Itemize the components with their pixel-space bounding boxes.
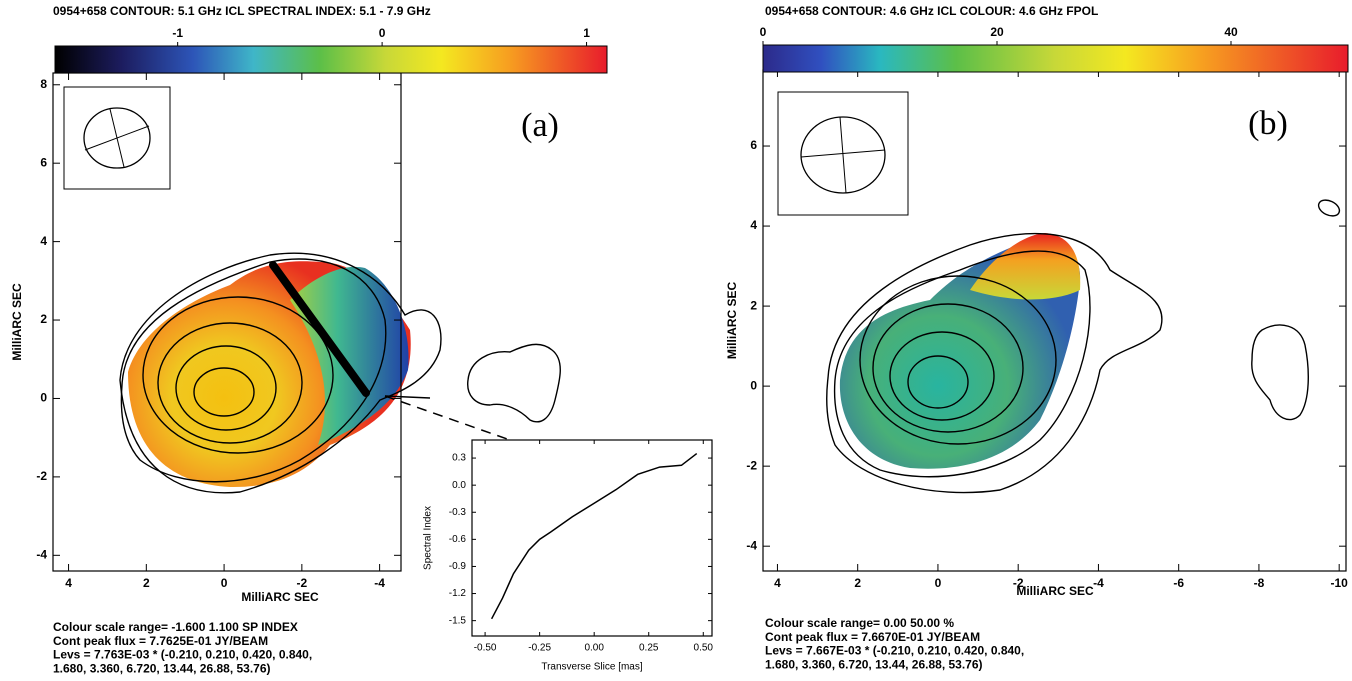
- colorbar-tick-label: 1: [583, 26, 590, 40]
- y-tick-label: -4: [36, 547, 47, 561]
- x-tick-label: -6: [1173, 576, 1184, 590]
- caption-line: Levs = 7.667E-03 * (-0.210, 0.210, 0.420…: [765, 644, 1024, 658]
- caption-line: Colour scale range= -1.600 1.100 SP INDE…: [53, 620, 298, 634]
- map-a: [63, 86, 712, 670]
- x-tick-label: 4: [774, 576, 781, 590]
- x-tick-label: 0: [221, 576, 228, 590]
- x-tick-label: -8: [1254, 576, 1265, 590]
- y-tick-label: 0.3: [452, 453, 466, 464]
- panel-label: (a): [521, 107, 559, 144]
- caption-line: 1.680, 3.360, 6.720, 13.44, 26.88, 53.76…: [765, 657, 983, 671]
- x-tick-label: -10: [1331, 576, 1349, 590]
- y-axis-label: MilliARC SEC: [10, 283, 24, 361]
- y-tick-label: -4: [746, 538, 757, 552]
- y-tick-label: -0.6: [449, 534, 467, 545]
- x-tick-label: -2: [297, 576, 308, 590]
- y-tick-label: 4: [40, 234, 47, 248]
- caption-line: Levs = 7.763E-03 * (-0.210, 0.210, 0.420…: [53, 648, 312, 662]
- y-tick-label: -1.2: [449, 588, 467, 599]
- y-tick-label: 6: [750, 138, 757, 152]
- y-tick-label: -1.5: [449, 615, 467, 626]
- y-axis-label: MilliARC SEC: [725, 282, 739, 360]
- plot-frame: [471, 439, 713, 637]
- colorbar-tick-label: -1: [172, 26, 183, 40]
- colorbar: [762, 44, 1349, 73]
- y-tick-label: 6: [40, 155, 47, 169]
- x-tick-label: 0.00: [584, 643, 604, 654]
- chart-title: 0954+658 CONTOUR: 5.1 GHz ICL SPECTRAL I…: [53, 4, 431, 18]
- x-tick-label: -0.50: [474, 643, 497, 654]
- colorbar-tick-label: 40: [1224, 25, 1238, 39]
- y-tick-label: 0: [40, 391, 47, 405]
- x-tick-label: 2: [854, 576, 861, 590]
- y-tick-label: -0.9: [449, 561, 467, 572]
- colorbar-tick-label: 0: [379, 26, 386, 40]
- x-axis-label: MilliARC SEC: [1016, 584, 1094, 598]
- x-tick-label: 2: [143, 576, 150, 590]
- y-tick-label: -2: [36, 469, 47, 483]
- x-tick-label: 0.50: [694, 643, 714, 654]
- map-b: [777, 91, 1341, 494]
- y-tick-label: 8: [40, 77, 47, 91]
- y-tick-label: -2: [746, 458, 757, 472]
- y-tick-label: -0.3: [449, 507, 467, 518]
- caption-line: Cont peak flux = 7.6670E-01 JY/BEAM: [765, 630, 980, 644]
- x-tick-label: -2: [1013, 576, 1024, 590]
- y-tick-label: 2: [40, 312, 47, 326]
- x-tick-label: -4: [374, 576, 385, 590]
- colorbar-tick-label: 0: [760, 25, 767, 39]
- x-tick-label: 4: [65, 576, 72, 590]
- caption-line: 1.680, 3.360, 6.720, 13.44, 26.88, 53.76…: [53, 661, 271, 675]
- y-tick-label: 4: [750, 218, 757, 232]
- x-tick-label: -0.25: [528, 643, 551, 654]
- chart-title: 0954+658 CONTOUR: 4.6 GHz ICL COLOUR: 4.…: [765, 4, 1098, 18]
- colorbar-tick-label: 20: [990, 25, 1004, 39]
- y-tick-label: 2: [750, 298, 757, 312]
- panel-label: (b): [1248, 105, 1288, 142]
- caption-line: Colour scale range= 0.00 50.00 %: [765, 616, 954, 630]
- y-tick-label: 0.0: [452, 480, 466, 491]
- slice-line: [490, 452, 698, 620]
- x-axis-label: MilliARC SEC: [241, 590, 319, 604]
- x-tick-label: -4: [1093, 576, 1104, 590]
- x-tick-label: 0.25: [639, 643, 659, 654]
- y-tick-label: 0: [750, 378, 757, 392]
- caption-line: Cont peak flux = 7.7625E-01 JY/BEAM: [53, 634, 268, 648]
- x-tick-label: 0: [935, 576, 942, 590]
- x-axis-label: Transverse Slice [mas]: [541, 662, 643, 673]
- colorbar: [54, 45, 608, 74]
- y-axis-label: Spectral Index: [423, 506, 434, 570]
